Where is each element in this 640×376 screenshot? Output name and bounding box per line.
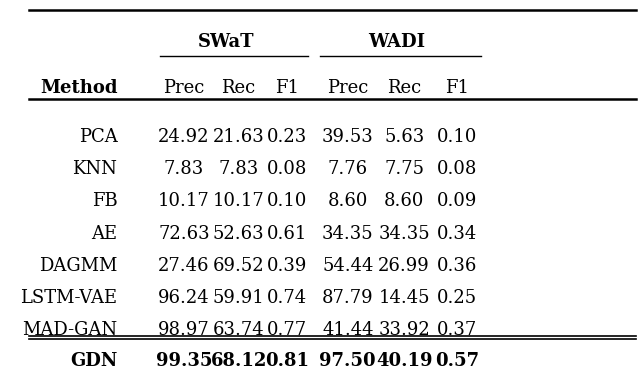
Text: 24.92: 24.92 — [158, 128, 210, 146]
Text: 0.08: 0.08 — [436, 160, 477, 178]
Text: Rec: Rec — [387, 79, 421, 97]
Text: WADI: WADI — [368, 33, 425, 51]
Text: LSTM-VAE: LSTM-VAE — [20, 289, 117, 307]
Text: Rec: Rec — [221, 79, 256, 97]
Text: 21.63: 21.63 — [212, 128, 264, 146]
Text: 7.83: 7.83 — [218, 160, 259, 178]
Text: 0.09: 0.09 — [436, 192, 477, 210]
Text: 0.57: 0.57 — [435, 352, 479, 370]
Text: 41.44: 41.44 — [322, 321, 374, 339]
Text: 5.63: 5.63 — [384, 128, 424, 146]
Text: 0.34: 0.34 — [437, 224, 477, 243]
Text: 39.53: 39.53 — [322, 128, 374, 146]
Text: 72.63: 72.63 — [158, 224, 210, 243]
Text: 0.81: 0.81 — [265, 352, 309, 370]
Text: 98.97: 98.97 — [158, 321, 210, 339]
Text: GDN: GDN — [70, 352, 117, 370]
Text: Prec: Prec — [327, 79, 369, 97]
Text: 68.12: 68.12 — [211, 352, 267, 370]
Text: F1: F1 — [445, 79, 469, 97]
Text: KNN: KNN — [72, 160, 117, 178]
Text: 0.10: 0.10 — [267, 192, 307, 210]
Text: DAGMM: DAGMM — [39, 257, 117, 275]
Text: 27.46: 27.46 — [158, 257, 210, 275]
Text: 14.45: 14.45 — [378, 289, 430, 307]
Text: 7.76: 7.76 — [328, 160, 368, 178]
Text: 0.08: 0.08 — [267, 160, 307, 178]
Text: 0.77: 0.77 — [267, 321, 307, 339]
Text: 8.60: 8.60 — [328, 192, 368, 210]
Text: 96.24: 96.24 — [158, 289, 210, 307]
Text: FB: FB — [92, 192, 117, 210]
Text: 59.91: 59.91 — [212, 289, 264, 307]
Text: 97.50: 97.50 — [319, 352, 376, 370]
Text: 99.35: 99.35 — [156, 352, 212, 370]
Text: 34.35: 34.35 — [322, 224, 374, 243]
Text: 0.39: 0.39 — [267, 257, 307, 275]
Text: 0.74: 0.74 — [267, 289, 307, 307]
Text: 10.17: 10.17 — [212, 192, 264, 210]
Text: 10.17: 10.17 — [158, 192, 210, 210]
Text: 0.37: 0.37 — [437, 321, 477, 339]
Text: Prec: Prec — [163, 79, 205, 97]
Text: AE: AE — [91, 224, 117, 243]
Text: 26.99: 26.99 — [378, 257, 430, 275]
Text: 69.52: 69.52 — [212, 257, 264, 275]
Text: 0.25: 0.25 — [437, 289, 477, 307]
Text: 63.74: 63.74 — [212, 321, 264, 339]
Text: 0.36: 0.36 — [436, 257, 477, 275]
Text: 40.19: 40.19 — [376, 352, 433, 370]
Text: 33.92: 33.92 — [378, 321, 430, 339]
Text: 8.60: 8.60 — [384, 192, 424, 210]
Text: 87.79: 87.79 — [322, 289, 374, 307]
Text: 34.35: 34.35 — [378, 224, 430, 243]
Text: 54.44: 54.44 — [322, 257, 374, 275]
Text: PCA: PCA — [79, 128, 117, 146]
Text: 7.75: 7.75 — [384, 160, 424, 178]
Text: 7.83: 7.83 — [164, 160, 204, 178]
Text: 0.23: 0.23 — [267, 128, 307, 146]
Text: Method: Method — [40, 79, 117, 97]
Text: 0.61: 0.61 — [267, 224, 307, 243]
Text: F1: F1 — [275, 79, 299, 97]
Text: 52.63: 52.63 — [212, 224, 264, 243]
Text: SWaT: SWaT — [198, 33, 255, 51]
Text: MAD-GAN: MAD-GAN — [22, 321, 117, 339]
Text: 0.10: 0.10 — [436, 128, 477, 146]
